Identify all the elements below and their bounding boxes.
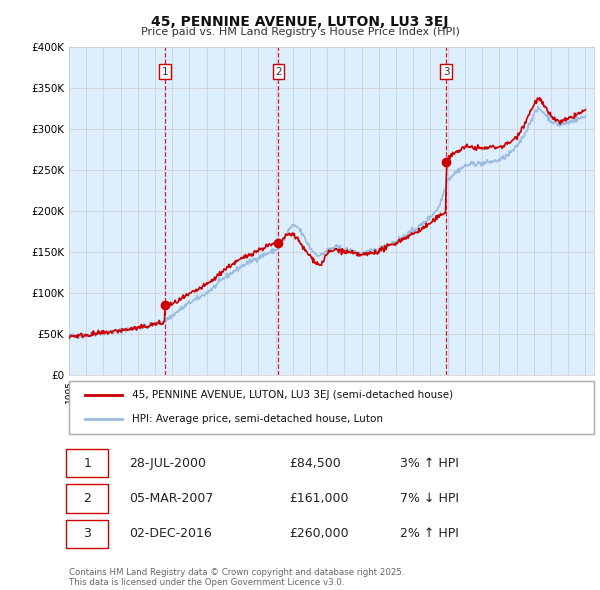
Text: 28-JUL-2000: 28-JUL-2000 bbox=[130, 457, 206, 470]
Text: 05-MAR-2007: 05-MAR-2007 bbox=[130, 492, 214, 505]
Text: 3% ↑ HPI: 3% ↑ HPI bbox=[400, 457, 458, 470]
Text: £260,000: £260,000 bbox=[290, 527, 349, 540]
Text: 45, PENNINE AVENUE, LUTON, LU3 3EJ (semi-detached house): 45, PENNINE AVENUE, LUTON, LU3 3EJ (semi… bbox=[132, 391, 453, 401]
Text: 2: 2 bbox=[83, 492, 91, 505]
Text: 1: 1 bbox=[83, 457, 91, 470]
Text: 3: 3 bbox=[83, 527, 91, 540]
Text: £161,000: £161,000 bbox=[290, 492, 349, 505]
Text: 1: 1 bbox=[161, 67, 168, 77]
Text: 7% ↓ HPI: 7% ↓ HPI bbox=[400, 492, 459, 505]
Text: HPI: Average price, semi-detached house, Luton: HPI: Average price, semi-detached house,… bbox=[132, 414, 383, 424]
FancyBboxPatch shape bbox=[67, 484, 109, 513]
Text: 2% ↑ HPI: 2% ↑ HPI bbox=[400, 527, 458, 540]
Text: 02-DEC-2016: 02-DEC-2016 bbox=[130, 527, 212, 540]
Text: Contains HM Land Registry data © Crown copyright and database right 2025.
This d: Contains HM Land Registry data © Crown c… bbox=[69, 568, 404, 587]
Text: £84,500: £84,500 bbox=[290, 457, 341, 470]
Text: Price paid vs. HM Land Registry's House Price Index (HPI): Price paid vs. HM Land Registry's House … bbox=[140, 27, 460, 37]
Text: 45, PENNINE AVENUE, LUTON, LU3 3EJ: 45, PENNINE AVENUE, LUTON, LU3 3EJ bbox=[151, 15, 449, 29]
Text: 3: 3 bbox=[443, 67, 449, 77]
FancyBboxPatch shape bbox=[67, 520, 109, 548]
Text: 2: 2 bbox=[275, 67, 282, 77]
FancyBboxPatch shape bbox=[67, 449, 109, 477]
FancyBboxPatch shape bbox=[69, 381, 594, 434]
